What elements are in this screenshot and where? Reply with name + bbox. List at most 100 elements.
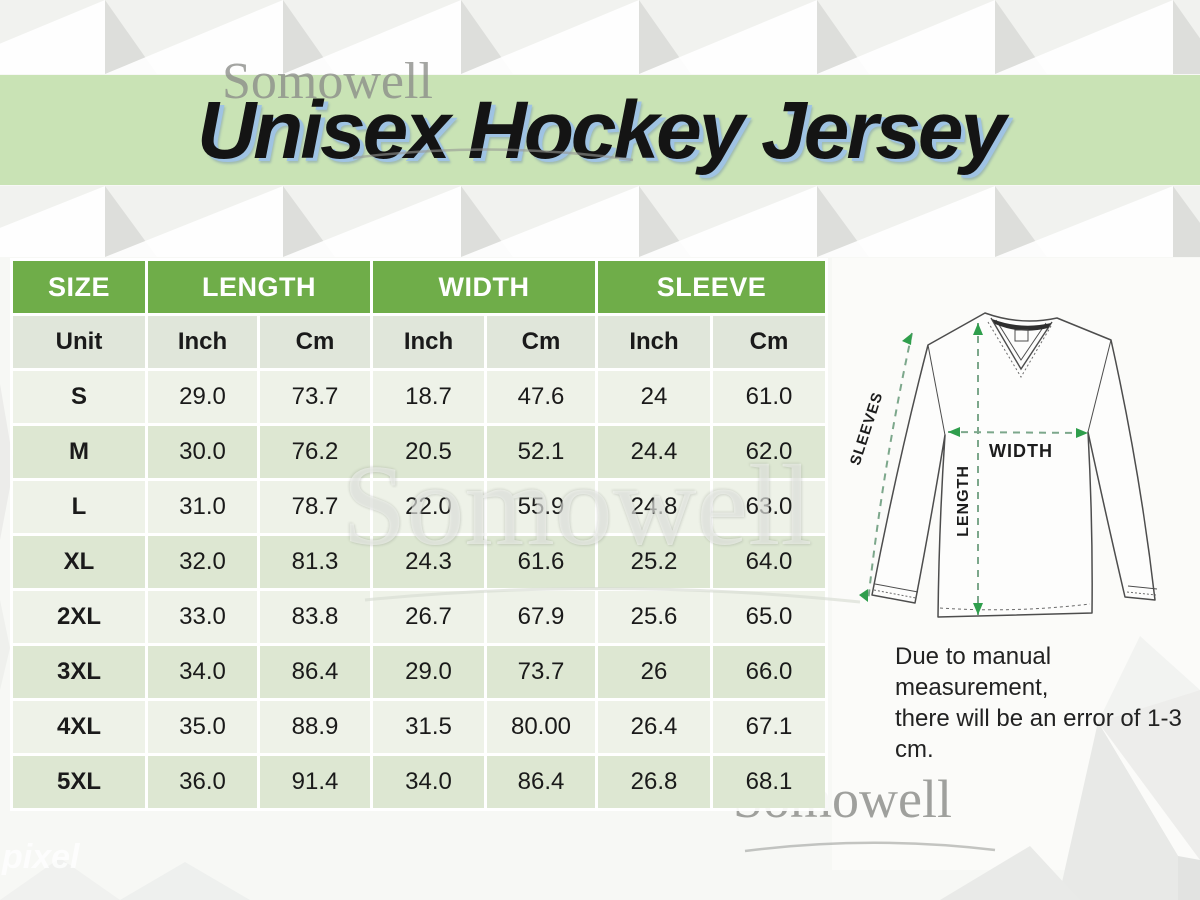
jersey-outline (871, 312, 1156, 618)
table-cell: 52.1 (487, 426, 595, 478)
watermark-middle-swoosh (364, 586, 861, 604)
table-cell: 36.0 (148, 756, 257, 808)
watermark-corner: pixel (2, 838, 80, 876)
table-cell: 2XL (13, 591, 145, 643)
table-cell: 24 (598, 371, 710, 423)
table-cell: 20.5 (373, 426, 484, 478)
collar-tag (1014, 329, 1029, 342)
table-cell: 24.3 (373, 536, 484, 588)
table-group-header-row: SIZE LENGTH WIDTH SLEEVE (13, 261, 825, 313)
table-cell: M (13, 426, 145, 478)
table-cell: 64.0 (713, 536, 825, 588)
table-cell: Cm (713, 316, 825, 368)
table-cell: Unit (13, 316, 145, 368)
table-cell: 33.0 (148, 591, 257, 643)
table-cell: 25.2 (598, 536, 710, 588)
table-cell: 86.4 (260, 646, 370, 698)
table-cell: 63.0 (713, 481, 825, 533)
table-cell: 34.0 (148, 646, 257, 698)
jersey-diagram: WIDTH LENGTH SLEEVES (847, 312, 1158, 618)
table-cell: 5XL (13, 756, 145, 808)
table-cell: 88.9 (260, 701, 370, 753)
table-row: 2XL 33.0 83.8 26.7 67.9 25.6 65.0 (13, 591, 825, 643)
col-header-size: SIZE (13, 261, 145, 313)
table-cell: 24.8 (598, 481, 710, 533)
table-row: 3XL 34.0 86.4 29.0 73.7 26 66.0 (13, 646, 825, 698)
table-cell: 73.7 (260, 371, 370, 423)
sleeves-label: SLEEVES (847, 390, 887, 468)
sleeves-arrow (859, 332, 913, 603)
table-cell: 26 (598, 646, 710, 698)
table-cell: 81.3 (260, 536, 370, 588)
col-header-sleeve: SLEEVE (598, 261, 825, 313)
table-cell: 83.8 (260, 591, 370, 643)
table-cell: 25.6 (598, 591, 710, 643)
table-cell: 34.0 (373, 756, 484, 808)
table-row: 5XL 36.0 91.4 34.0 86.4 26.8 68.1 (13, 756, 825, 808)
table-row: S 29.0 73.7 18.7 47.6 24 61.0 (13, 371, 825, 423)
page-title: Unisex Hockey Jersey (196, 85, 1006, 176)
watermark-middle: Somowell (342, 442, 813, 570)
table-cell: 76.2 (260, 426, 370, 478)
table-cell: 86.4 (487, 756, 595, 808)
table-cell: 80.00 (487, 701, 595, 753)
table-row: XL 32.0 81.3 24.3 61.6 25.2 64.0 (13, 536, 825, 588)
watermark-bottom-swoosh (744, 841, 996, 853)
table-cell: 47.6 (487, 371, 595, 423)
table-cell: 30.0 (148, 426, 257, 478)
watermark-top: Somowell (222, 53, 433, 110)
table-unit-row: Unit Inch Cm Inch Cm Inch Cm (13, 316, 825, 368)
watermark-top-swoosh (352, 148, 634, 162)
width-arrow (947, 427, 1089, 438)
table-cell: 73.7 (487, 646, 595, 698)
title-band (0, 75, 1200, 185)
table-cell: 32.0 (148, 536, 257, 588)
length-label: LENGTH (955, 465, 972, 537)
col-header-length: LENGTH (148, 261, 370, 313)
table-cell: Inch (373, 316, 484, 368)
table-cell: 22.0 (373, 481, 484, 533)
table-cell: Cm (487, 316, 595, 368)
table-cell: Inch (598, 316, 710, 368)
table-cell: 66.0 (713, 646, 825, 698)
table-cell: 61.6 (487, 536, 595, 588)
table-cell: S (13, 371, 145, 423)
table-cell: 61.0 (713, 371, 825, 423)
note-line-1: Due to manual measurement, (895, 643, 1052, 701)
measurement-note: Due to manual measurement, there will be… (895, 641, 1200, 765)
collar-v (990, 317, 1053, 371)
table-cell: 91.4 (260, 756, 370, 808)
width-label: WIDTH (989, 441, 1053, 461)
table-row: L 31.0 78.7 22.0 55.9 24.8 63.0 (13, 481, 825, 533)
table-cell: 67.1 (713, 701, 825, 753)
table-cell: L (13, 481, 145, 533)
table-cell: 62.0 (713, 426, 825, 478)
table-cell: 26.7 (373, 591, 484, 643)
table-cell: 31.5 (373, 701, 484, 753)
table-row: 4XL 35.0 88.9 31.5 80.00 26.4 67.1 (13, 701, 825, 753)
note-line-2: there will be an error of 1-3 cm. (895, 705, 1182, 763)
table-cell: 31.0 (148, 481, 257, 533)
table-row: M 30.0 76.2 20.5 52.1 24.4 62.0 (13, 426, 825, 478)
table-cell: 24.4 (598, 426, 710, 478)
col-header-width: WIDTH (373, 261, 595, 313)
table-cell: 29.0 (148, 371, 257, 423)
table-cell: 65.0 (713, 591, 825, 643)
length-arrow (973, 323, 983, 615)
table-cell: 29.0 (373, 646, 484, 698)
size-table: SIZE LENGTH WIDTH SLEEVE Unit Inch Cm In… (10, 258, 828, 811)
table-cell: 78.7 (260, 481, 370, 533)
table-cell: XL (13, 536, 145, 588)
table-cell: 4XL (13, 701, 145, 753)
table-cell: Cm (260, 316, 370, 368)
table-cell: 35.0 (148, 701, 257, 753)
collar-band (992, 319, 1051, 331)
table-cell: 26.4 (598, 701, 710, 753)
table-cell: 68.1 (713, 756, 825, 808)
table-cell: 26.8 (598, 756, 710, 808)
table-cell: Inch (148, 316, 257, 368)
table-cell: 55.9 (487, 481, 595, 533)
table-cell: 18.7 (373, 371, 484, 423)
table-cell: 67.9 (487, 591, 595, 643)
